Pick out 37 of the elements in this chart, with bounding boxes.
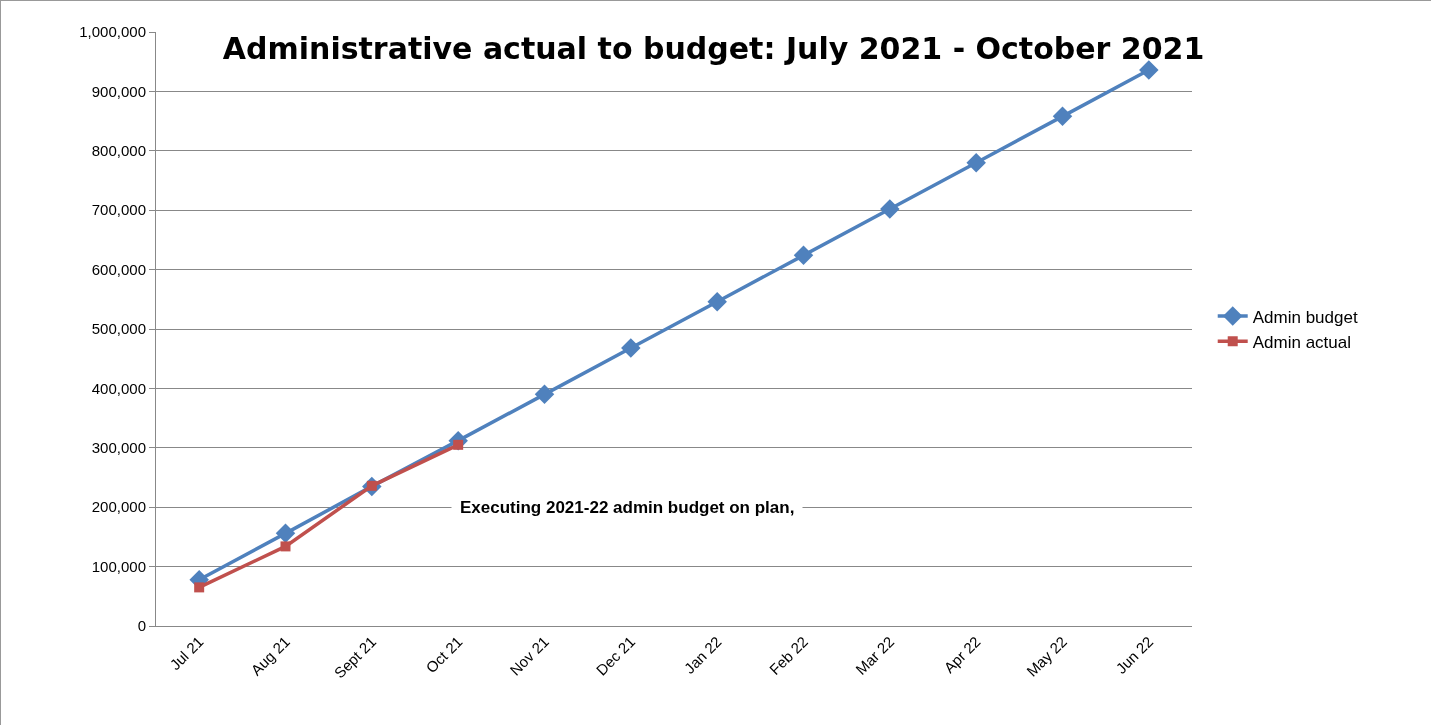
- point: [621, 338, 641, 358]
- y-tick-label: 500,000: [91, 320, 146, 338]
- y-tick-label: 300,000: [91, 439, 146, 457]
- y-tick-label: 200,000: [91, 498, 146, 516]
- y-tick-label: 700,000: [91, 201, 146, 219]
- legend-label: Admin budget: [1252, 307, 1358, 327]
- x-tick-label: May 22: [1023, 632, 1070, 680]
- x-tick-label: Jan 22: [680, 632, 725, 677]
- y-tick-label: 900,000: [91, 82, 146, 100]
- point: [280, 541, 291, 552]
- point: [793, 245, 814, 266]
- y-tick-label: 800,000: [91, 142, 146, 160]
- point: [966, 152, 986, 173]
- x-tick-label: Jun 22: [1112, 632, 1157, 677]
- point: [194, 582, 205, 593]
- x-tick-label: Feb 22: [765, 632, 811, 678]
- y-tick-label: 100,000: [91, 557, 146, 575]
- x-tick-label: Dec 21: [592, 632, 639, 679]
- point: [1139, 60, 1159, 80]
- legend-label: Admin actual: [1252, 332, 1351, 352]
- point: [534, 384, 555, 405]
- annotation: Executing 2021-22 admin budget on plan,: [460, 498, 795, 517]
- x-tick-label: Apr 22: [940, 632, 984, 677]
- point: [707, 291, 727, 312]
- x-tick-label: Aug 21: [247, 632, 293, 679]
- y-tick-label: 0: [137, 617, 146, 635]
- y-tick-label: 600,000: [91, 260, 146, 278]
- point: [275, 523, 296, 544]
- y-tick-label: 400,000: [91, 379, 146, 397]
- x-tick-label: Nov 21: [506, 632, 552, 679]
- x-tick-label: Oct 21: [422, 632, 466, 677]
- x-tick-label: Jul 21: [166, 632, 207, 674]
- x-tick-label: Mar 22: [852, 632, 898, 678]
- point: [880, 199, 900, 219]
- chart-title: Administrative actual to budget: July 2021 - October 2021: [222, 30, 1205, 66]
- point: [1052, 106, 1073, 127]
- y-tick-label: 1,000,000: [79, 23, 146, 41]
